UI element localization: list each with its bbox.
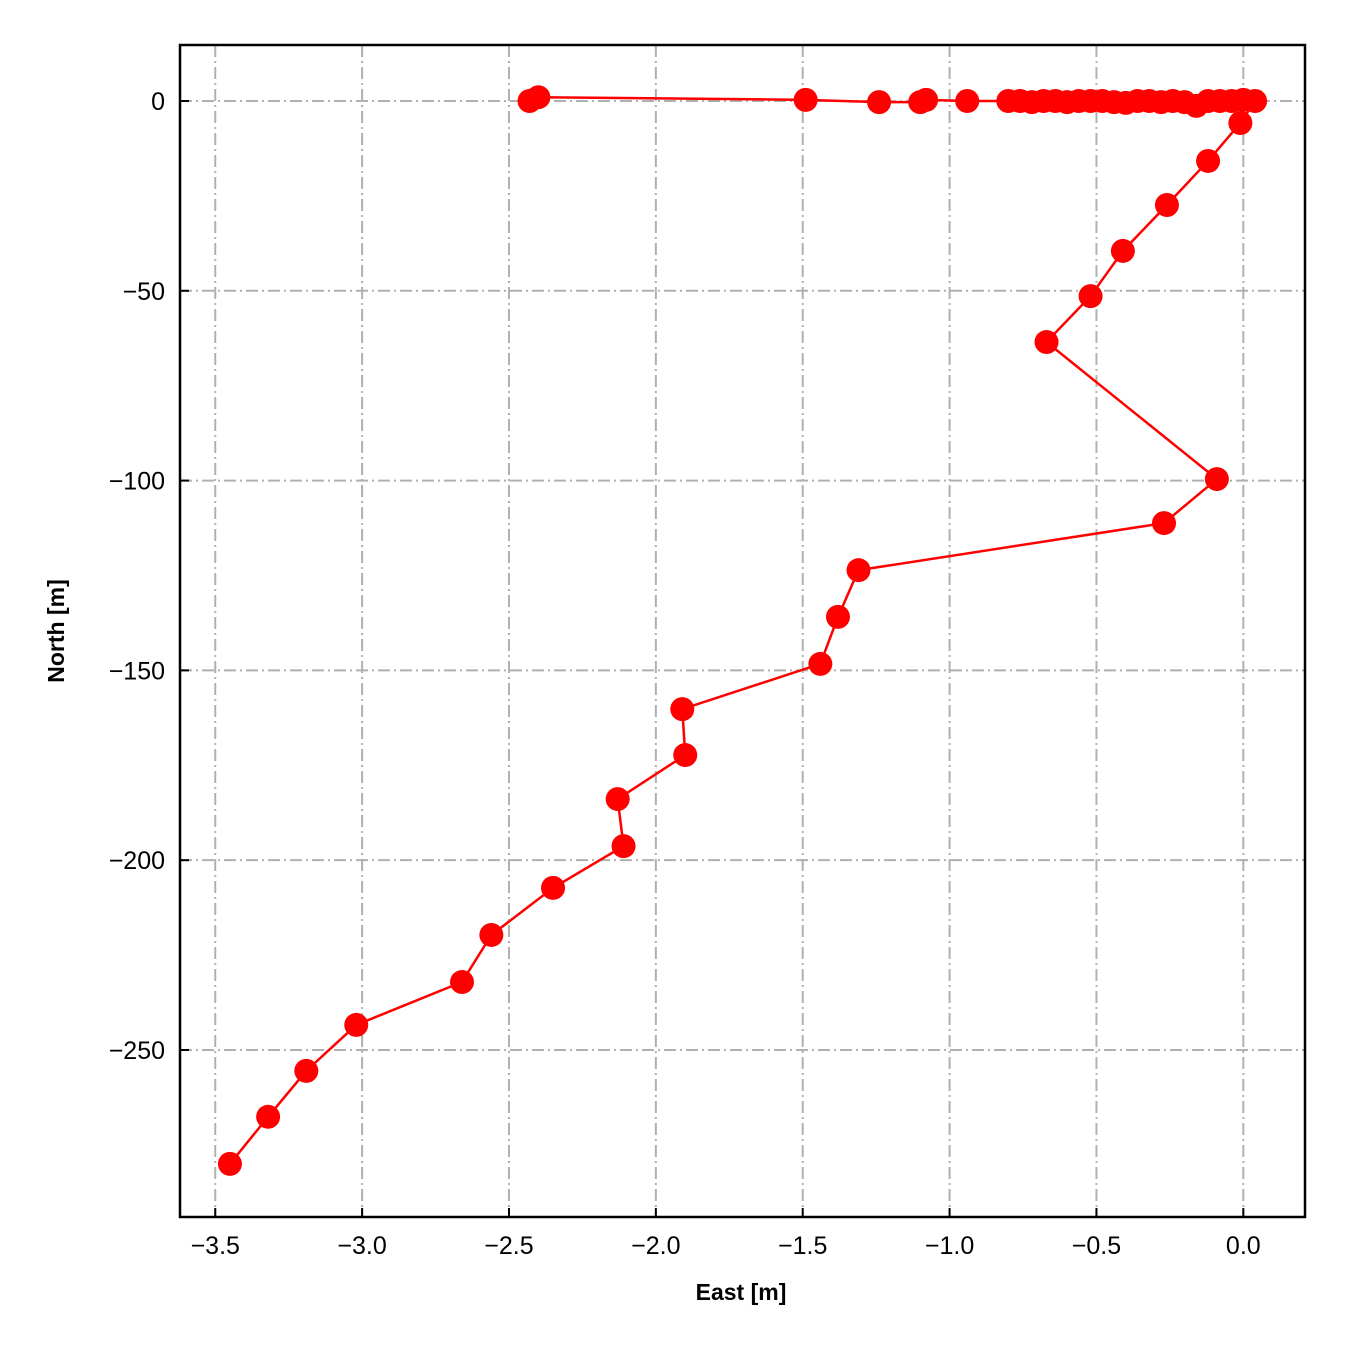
data-point <box>1152 511 1177 536</box>
data-point <box>825 604 850 629</box>
plot-frame <box>178 43 1307 1219</box>
data-point <box>1110 238 1135 263</box>
x-tick-label: −3.5 <box>191 1232 240 1260</box>
data-point <box>541 875 566 900</box>
data-point <box>479 922 504 947</box>
y-tick-label: −50 <box>123 278 165 306</box>
x-tick-label: 0.0 <box>1226 1232 1261 1260</box>
x-tick-label: −0.5 <box>1072 1232 1121 1260</box>
data-line <box>228 95 1258 1165</box>
data-point <box>846 558 871 583</box>
y-tick-label: −250 <box>109 1037 165 1065</box>
data-point <box>867 90 892 115</box>
y-tick-label: −150 <box>109 657 165 685</box>
data-point <box>808 651 833 676</box>
data-point <box>914 87 939 112</box>
x-tick-label: −1.5 <box>778 1232 827 1260</box>
data-point <box>1228 111 1253 136</box>
data-point <box>256 1104 281 1129</box>
data-point <box>670 697 695 722</box>
y-tick-label: −100 <box>109 468 165 496</box>
data-point <box>1204 467 1229 492</box>
data-point <box>1196 148 1221 173</box>
data-point <box>294 1058 319 1083</box>
data-point <box>1243 88 1268 113</box>
x-tick-label: −2.5 <box>484 1232 533 1260</box>
x-tick-label: −1.0 <box>925 1232 974 1260</box>
data-point <box>611 834 636 859</box>
y-axis-label: North [m] <box>43 579 69 682</box>
data-point <box>955 88 980 113</box>
x-tick-label: −2.0 <box>631 1232 680 1260</box>
y-tick-label: −200 <box>109 847 165 875</box>
data-point <box>526 85 551 110</box>
data-point <box>1154 192 1179 217</box>
data-point <box>605 787 630 812</box>
data-point <box>217 1151 242 1176</box>
data-point <box>1034 330 1059 355</box>
data-point <box>673 743 698 768</box>
x-tick-label: −3.0 <box>337 1232 386 1260</box>
data-point <box>449 970 474 995</box>
data-point <box>1078 284 1103 309</box>
data-point <box>793 87 818 112</box>
data-point <box>344 1012 369 1037</box>
x-axis-label: East [m] <box>696 1279 787 1305</box>
y-tick-label: 0 <box>151 88 165 116</box>
